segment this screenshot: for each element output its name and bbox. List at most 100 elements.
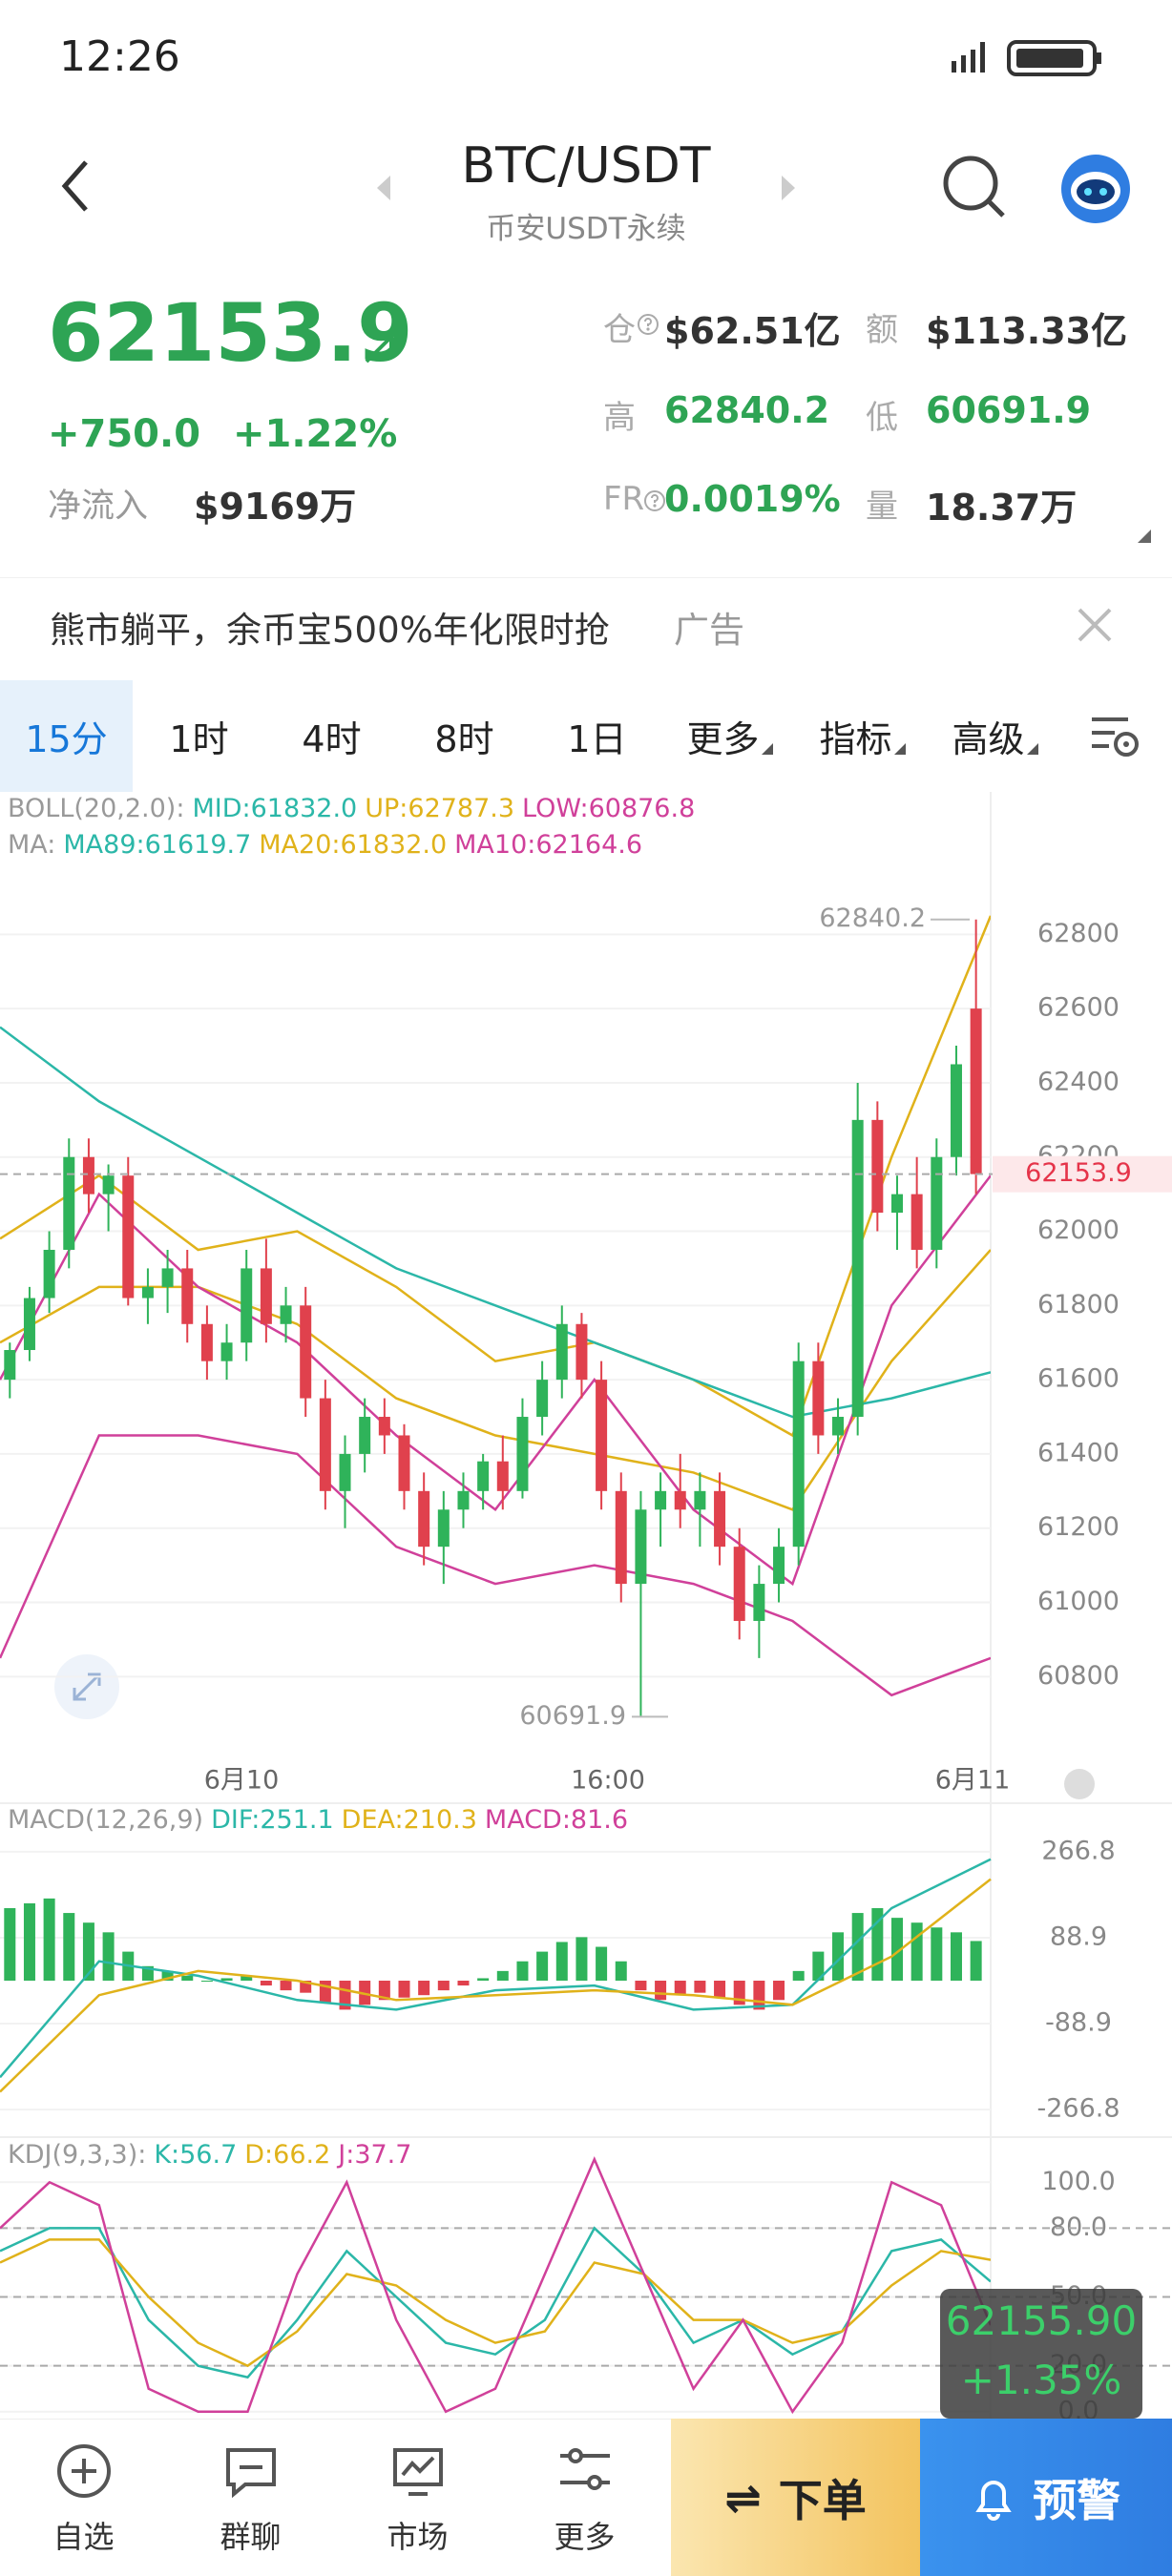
macd-bar xyxy=(832,1932,845,1981)
prev-symbol[interactable] xyxy=(375,174,394,202)
y-tick-label: 100.0 xyxy=(1041,2167,1115,2196)
interval-tab[interactable]: 高级 xyxy=(929,680,1061,792)
candle-body xyxy=(220,1342,233,1361)
symbol-subtitle: 币安USDT永续 xyxy=(486,212,686,246)
legend-item: UP:62787.3 xyxy=(365,794,515,823)
y-tick-label: 266.8 xyxy=(1041,1836,1115,1865)
interval-tab[interactable]: 指标 xyxy=(796,680,929,792)
swap-icon: ⇌ xyxy=(724,2471,762,2524)
x-tick-label: 16:00 xyxy=(571,1766,645,1796)
indicator-line xyxy=(0,1026,991,1419)
macd-bar xyxy=(280,1981,292,1991)
candle-body xyxy=(437,1509,450,1548)
info-icon[interactable] xyxy=(637,313,659,336)
macd-bar xyxy=(43,1898,55,1981)
legend-item: MA: xyxy=(8,830,56,860)
candle-body xyxy=(339,1453,351,1491)
price-overlay xyxy=(940,2289,1142,2419)
back-button[interactable] xyxy=(57,157,95,215)
y-tick-label: 61200 xyxy=(1037,1512,1120,1542)
macd-bar xyxy=(674,1981,686,1996)
macd-bar xyxy=(792,1970,805,1981)
candle-body xyxy=(931,1156,943,1250)
candle-body xyxy=(181,1268,194,1324)
candle-body xyxy=(635,1509,647,1585)
nav-icon xyxy=(392,2448,443,2496)
legend-item: MA89:61619.7 xyxy=(63,830,252,860)
macd-bar xyxy=(496,1970,509,1981)
macd-bar xyxy=(655,1981,667,2001)
interval-tab[interactable]: 1日 xyxy=(567,718,627,760)
k-icon[interactable] xyxy=(1064,1769,1095,1799)
interval-tab[interactable]: 4时 xyxy=(302,718,362,760)
macd-bar xyxy=(536,1951,549,1981)
macd-bar xyxy=(4,1908,16,1981)
high-label: 62840.2 xyxy=(819,904,926,933)
candle-body xyxy=(694,1490,706,1510)
order-button[interactable]: ⇌ 下单 xyxy=(671,2419,920,2576)
candle-body xyxy=(851,1119,864,1418)
bell-icon xyxy=(975,2480,1012,2521)
legend-row: KDJ(9,3,3): K:56.7 D:66.2 J:37.7 xyxy=(8,2140,419,2170)
macd-bar xyxy=(82,1922,94,1981)
candle-body xyxy=(891,1194,903,1214)
macd-bar xyxy=(220,1978,233,1981)
nav-label: 自选 xyxy=(52,2519,115,2555)
nav-item[interactable]: 群聊 xyxy=(167,2419,334,2576)
y-tick-label: -88.9 xyxy=(1045,2008,1112,2038)
candle-body xyxy=(753,1584,765,1621)
nav-item[interactable]: 市场 xyxy=(334,2419,501,2576)
nav-item[interactable]: 自选 xyxy=(0,2419,167,2576)
candle-body xyxy=(161,1268,174,1287)
interval-tab[interactable]: 8时 xyxy=(434,718,494,760)
indicator-line xyxy=(0,1174,991,1587)
macd-bar xyxy=(63,1913,75,1981)
interval-tab[interactable]: 15分 xyxy=(0,680,133,792)
candle-body xyxy=(4,1350,16,1381)
interval-tab[interactable]: 1时 xyxy=(169,718,229,760)
candle-body xyxy=(555,1323,568,1381)
info-icon[interactable] xyxy=(643,489,666,512)
macd-bar xyxy=(477,1978,490,1981)
candle-body xyxy=(141,1286,154,1298)
candle-body xyxy=(910,1194,923,1250)
macd-bar xyxy=(437,1981,450,1991)
candle-body xyxy=(733,1547,745,1621)
expand-icon-glyph xyxy=(73,1672,101,1701)
y-tick-label: -266.8 xyxy=(1036,2094,1120,2124)
ad-bar[interactable] xyxy=(0,577,1172,673)
indicator-line xyxy=(0,915,991,1438)
legend-item: BOLL(20,2.0): xyxy=(8,794,185,823)
legend-row: BOLL(20,2.0): MID:61832.0 UP:62787.3 LOW:60… xyxy=(8,794,702,823)
chart-settings[interactable] xyxy=(1090,714,1141,759)
macd-bar xyxy=(102,1932,115,1981)
nav-item[interactable]: 更多 xyxy=(501,2419,668,2576)
next-symbol[interactable] xyxy=(778,174,797,202)
candle-body xyxy=(457,1490,470,1510)
price-change: +750.0 xyxy=(48,412,201,456)
candle-body xyxy=(576,1323,588,1381)
last-price-label: 62153.9 xyxy=(1025,1158,1132,1188)
candle-body xyxy=(496,1461,509,1491)
macd-bar xyxy=(931,1927,943,1981)
alert-button[interactable]: 预警 xyxy=(920,2419,1172,2576)
candle-body xyxy=(241,1268,253,1343)
indicator-lines xyxy=(0,1858,992,2093)
stat-value: 18.37万 xyxy=(926,487,1078,529)
y-tick-label: 61600 xyxy=(1037,1364,1120,1394)
ad-close[interactable] xyxy=(1076,606,1114,644)
candle-body xyxy=(200,1323,213,1361)
overlay-pct: +1.35% xyxy=(960,2357,1122,2403)
macd-bar xyxy=(516,1961,529,1981)
interval-tab[interactable]: 更多 xyxy=(663,680,796,792)
legend-item: DIF:251.1 xyxy=(211,1805,334,1835)
interval-tabs: 15分 1时 4时 8时 1日 更多 指标 高级 xyxy=(0,680,1172,792)
assistant-button[interactable] xyxy=(1059,153,1132,225)
search-button[interactable] xyxy=(940,153,1009,221)
stat-label: FR xyxy=(603,480,645,518)
y-tick-label: 61000 xyxy=(1037,1587,1120,1616)
legend-item: MACD(12,26,9) xyxy=(8,1805,204,1835)
macd-bar xyxy=(181,1975,194,1981)
candle-body xyxy=(714,1490,726,1548)
stat-value: $62.51亿 xyxy=(664,310,841,352)
